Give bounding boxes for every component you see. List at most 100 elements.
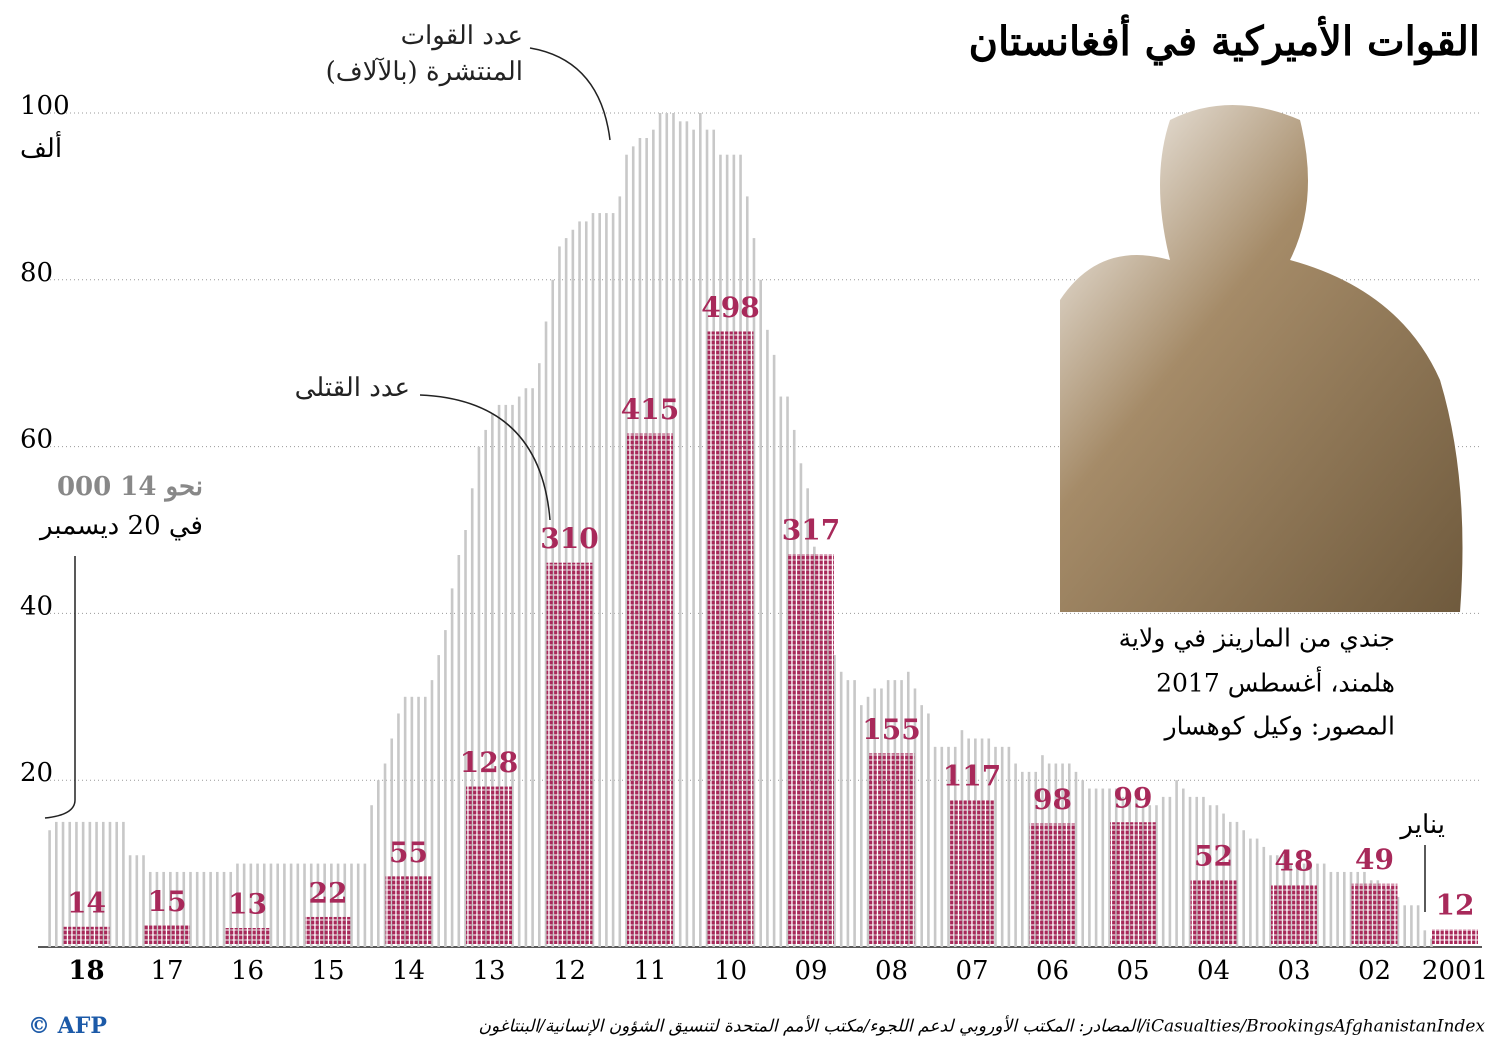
troop-bar (189, 871, 192, 947)
deaths-label: 14 (67, 886, 106, 919)
deaths-label: 117 (943, 760, 1001, 793)
troop-bar (1322, 863, 1326, 947)
troop-bar (410, 696, 414, 947)
troop-bar (377, 780, 380, 947)
credit: © AFP (28, 1013, 107, 1039)
troop-bar (269, 863, 273, 947)
y-unit: ألف (20, 130, 62, 164)
deaths-bar (466, 786, 512, 944)
troop-bar (1088, 788, 1091, 947)
troop-bar (242, 863, 246, 947)
y-tick-label: 20 (20, 758, 53, 788)
troop-bar (1101, 788, 1105, 947)
troop-bar (336, 863, 340, 947)
troop-bar (450, 588, 454, 947)
troop-bar (705, 129, 709, 947)
troop-bar (853, 680, 856, 947)
deaths-label: 155 (862, 713, 920, 746)
troop-bar (1349, 871, 1353, 947)
troop-bar (605, 213, 608, 947)
troop-bar (1094, 788, 1098, 947)
deaths-bar (63, 926, 110, 944)
source: المصادر: المكتب الأوروبي لدعم اللجوء/مكت… (478, 1015, 1485, 1037)
troop-bar (994, 746, 997, 947)
deaths-label: 13 (228, 888, 267, 921)
troop-bar (598, 213, 601, 947)
deaths-label: 99 (1114, 782, 1153, 815)
deaths-label: 55 (389, 836, 428, 869)
deaths-bar (1351, 883, 1398, 944)
deaths-label: 98 (1033, 783, 1072, 816)
troops-label: عدد القوات المنتشرة (بالآلاف) (325, 21, 523, 87)
troop-bar (913, 688, 917, 947)
troop-bar (148, 871, 152, 947)
troop-bar (940, 746, 944, 947)
troop-bar (524, 388, 528, 948)
troop-bar (122, 821, 125, 947)
troop-bar (403, 696, 407, 947)
troop-bar (309, 863, 313, 947)
troop-bar (511, 404, 514, 947)
troop-bar (108, 821, 112, 947)
troop-bar (685, 121, 689, 948)
troop-bar (444, 630, 447, 947)
x-tick-label: 02 (1358, 956, 1391, 986)
troop-bar (276, 863, 279, 947)
troop-bar (591, 213, 595, 947)
troop-bar (323, 863, 326, 947)
y-tick-label: 60 (20, 425, 53, 455)
x-tick-label: 14 (392, 956, 425, 986)
troop-bar (625, 154, 628, 947)
troop-bar (202, 871, 206, 947)
troop-bar (1000, 746, 1004, 947)
deaths-bar (224, 928, 271, 944)
troop-bar (142, 855, 145, 947)
deaths-label: 498 (701, 291, 759, 324)
troop-bar (1343, 871, 1346, 947)
x-tick-label: 17 (150, 956, 183, 986)
troop-bar (75, 821, 78, 947)
x-tick-label: 15 (311, 956, 344, 986)
troop-bar (81, 821, 85, 947)
deaths-label: عدد القتلى (294, 373, 410, 403)
troop-bar (933, 746, 937, 947)
photo-caption: جندي من المارينز في ولاية (1119, 624, 1395, 654)
annotation: يناير (1398, 810, 1445, 840)
troop-bar (68, 821, 72, 947)
deaths-label: 48 (1275, 844, 1314, 877)
troop-bar (249, 863, 253, 947)
y-tick-label: 80 (20, 258, 53, 288)
troop-bar (1202, 796, 1205, 947)
deaths-label: 310 (540, 522, 598, 555)
x-tick-label: 18 (68, 956, 104, 986)
troop-bar (1027, 771, 1031, 947)
troop-bar (1188, 796, 1192, 947)
deaths-bar (707, 331, 754, 945)
x-tick-label: 16 (231, 956, 264, 986)
deaths-label: 22 (309, 876, 348, 909)
troop-bar (289, 863, 293, 947)
photo-caption: هلمند، أغسطس 2017 (1156, 666, 1395, 699)
troop-bar (303, 863, 306, 947)
troop-bar (101, 821, 105, 947)
deaths-bar (1190, 880, 1237, 944)
troop-bar (920, 705, 923, 947)
troop-bar (752, 238, 756, 948)
troop-bar (182, 871, 186, 947)
x-tick-label: 03 (1277, 956, 1310, 986)
x-tick-label: 10 (714, 956, 747, 986)
troop-bar (1007, 746, 1011, 947)
troop-bar (1336, 871, 1339, 947)
troop-bar (437, 655, 440, 947)
deaths-label: 15 (148, 885, 187, 918)
deaths-label: 12 (1436, 889, 1475, 922)
x-tick-label: 2001 (1422, 956, 1488, 986)
troop-bar (1403, 905, 1406, 947)
x-tick-label: 09 (794, 956, 827, 986)
troop-bar (330, 863, 333, 947)
chart-title: القوات الأميركية في أفغانستان (969, 13, 1480, 66)
troop-bar (1195, 796, 1199, 947)
troop-bar (678, 121, 682, 948)
troop-bar (1249, 838, 1252, 947)
troop-bar (772, 354, 776, 947)
